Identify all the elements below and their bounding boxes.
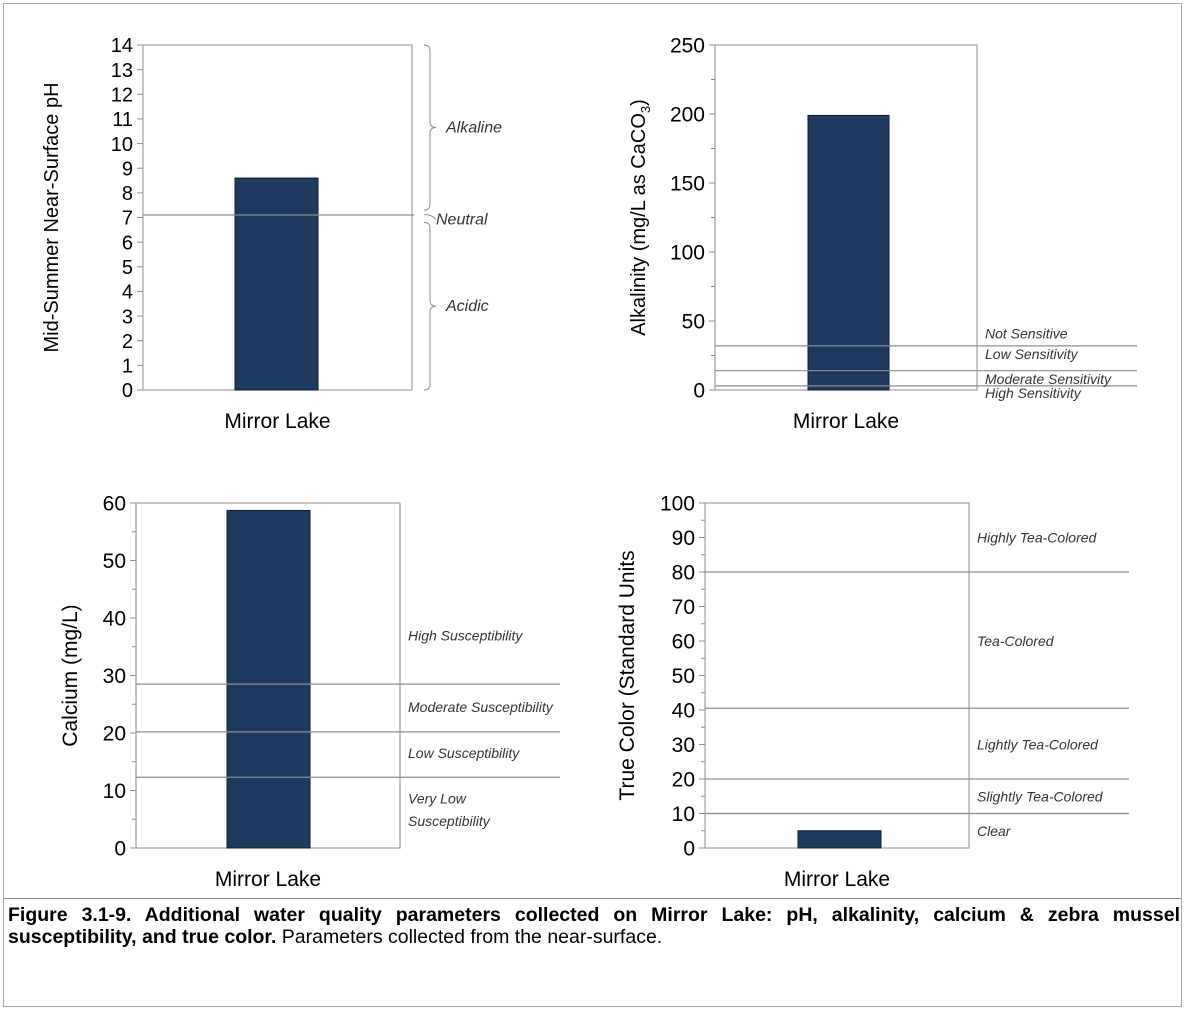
y-tick-label: 100 <box>660 493 695 516</box>
y-tick-label: 0 <box>114 838 126 861</box>
y-tick-label: 10 <box>103 780 126 803</box>
range-label: Acidic <box>445 298 489 315</box>
bar-mirror-lake-1 <box>807 114 890 391</box>
range-brace <box>423 221 437 391</box>
plot-area-3 <box>704 502 970 849</box>
y-tick-label: 60 <box>672 631 695 654</box>
y-tick-label: 50 <box>682 311 705 334</box>
y-tick-label: 200 <box>670 104 705 127</box>
range-label: Alkaline <box>445 120 502 137</box>
y-tick-label: 6 <box>122 232 133 254</box>
bar-mirror-lake-2 <box>226 509 311 849</box>
y-tick-label: 0 <box>122 380 133 402</box>
threshold-label: Low Sensitivity <box>985 346 1079 362</box>
range-brace <box>423 44 437 211</box>
y-axis-title: Mid-Summer Near-Surface pH <box>41 82 63 352</box>
threshold-label: Lightly Tea-Colored <box>977 737 1099 753</box>
threshold-label: High Sensitivity <box>985 385 1082 401</box>
range-label: Neutral <box>436 212 488 229</box>
y-tick-label: 14 <box>111 35 133 57</box>
caption-divider <box>4 898 1181 899</box>
caption-normal: Parameters collected from the near-surfa… <box>276 926 663 948</box>
caption-bold: Figure 3.1-9. Additional water quality p… <box>8 904 1180 948</box>
y-tick-label: 10 <box>111 134 133 156</box>
neutral-tick <box>423 214 437 220</box>
threshold-label: Tea-Colored <box>977 633 1055 649</box>
y-tick-label: 9 <box>122 158 133 180</box>
y-tick-label: 8 <box>122 183 133 205</box>
threshold-label: Not Sensitive <box>985 325 1068 341</box>
y-tick-label: 2 <box>122 331 133 353</box>
y-tick-label: 40 <box>672 700 695 723</box>
y-tick-label: 7 <box>122 208 133 230</box>
y-tick-label: 40 <box>103 608 126 631</box>
category-label: Mirror Lake <box>224 410 330 433</box>
bar-mirror-lake-0 <box>234 177 319 391</box>
threshold-label: High Susceptibility <box>408 627 523 643</box>
y-tick-label: 60 <box>103 493 126 516</box>
y-tick-label: 0 <box>683 838 695 861</box>
y-tick-label: 150 <box>670 173 705 196</box>
y-axis-title: Calcium (mg/L) <box>59 604 82 746</box>
threshold-label: Moderate Susceptibility <box>408 699 554 715</box>
y-tick-label: 13 <box>111 60 133 82</box>
y-tick-label: 10 <box>672 803 695 826</box>
y-tick-label: 70 <box>672 596 695 619</box>
category-label: Mirror Lake <box>215 868 321 891</box>
y-tick-label: 11 <box>112 109 133 131</box>
y-tick-label: 90 <box>672 527 695 550</box>
y-tick-label: 100 <box>670 242 705 265</box>
y-tick-label: 5 <box>122 257 133 279</box>
figure-frame <box>3 3 1182 1007</box>
y-axis-title-main: Alkalinity (mg/L as CaCO <box>628 113 650 336</box>
threshold-label: Very Low <box>408 791 467 807</box>
y-axis-title-end: ) <box>628 99 650 106</box>
y-tick-label: 30 <box>103 665 126 688</box>
y-tick-label: 250 <box>670 35 705 58</box>
category-label: Mirror Lake <box>793 410 899 433</box>
y-tick-label: 0 <box>693 380 705 403</box>
y-tick-label: 4 <box>122 282 133 304</box>
y-axis-title-subscript: 3 <box>638 106 653 113</box>
threshold-label: Susceptibility <box>408 813 491 829</box>
y-tick-label: 20 <box>672 769 695 792</box>
threshold-label: Low Susceptibility <box>408 745 520 761</box>
figure-caption: Figure 3.1-9. Additional water quality p… <box>8 904 1180 948</box>
bar-mirror-lake-3 <box>797 830 882 849</box>
y-tick-label: 12 <box>111 84 133 106</box>
threshold-label: Slightly Tea-Colored <box>977 788 1104 804</box>
threshold-label: Moderate Sensitivity <box>985 371 1112 387</box>
y-tick-label: 80 <box>672 562 695 585</box>
y-tick-label: 20 <box>103 723 126 746</box>
y-axis-title: True Color (Standard Units <box>616 550 639 800</box>
y-tick-label: 30 <box>672 734 695 757</box>
y-tick-label: 1 <box>122 356 133 378</box>
threshold-label: Clear <box>977 823 1012 839</box>
y-axis-title: Alkalinity (mg/L as CaCO3) <box>628 99 653 336</box>
y-tick-label: 50 <box>672 665 695 688</box>
category-label: Mirror Lake <box>784 868 890 891</box>
threshold-label: Highly Tea-Colored <box>977 530 1098 546</box>
y-tick-label: 50 <box>103 550 126 573</box>
y-tick-label: 3 <box>122 306 133 328</box>
